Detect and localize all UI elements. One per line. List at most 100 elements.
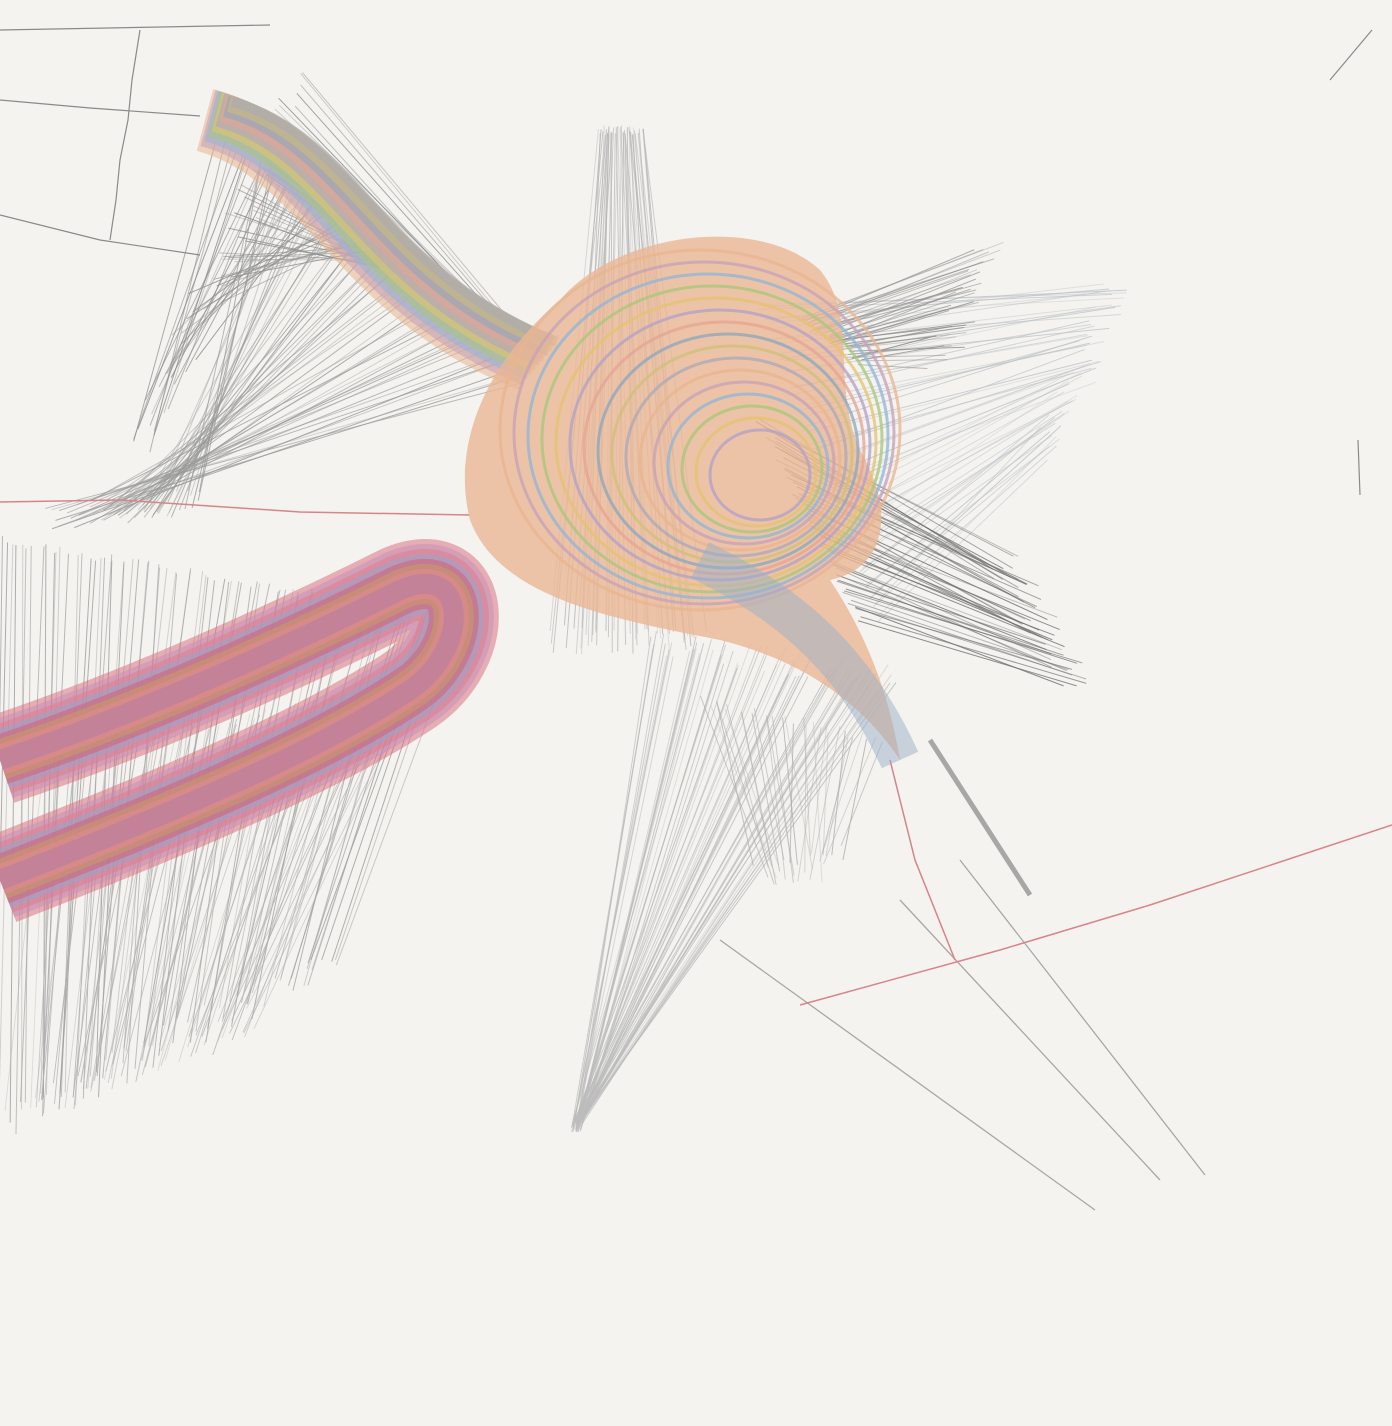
- fan-line: [860, 616, 1087, 684]
- fan-line: [825, 292, 975, 341]
- fan-line: [576, 633, 665, 1133]
- fan-line: [810, 361, 1102, 451]
- fan-line: [804, 341, 1105, 406]
- fan-line: [836, 580, 1064, 656]
- fan-line: [170, 178, 275, 378]
- fan-line: [133, 151, 237, 440]
- fan-line: [158, 186, 296, 490]
- fan-line: [847, 602, 1087, 680]
- fan-line: [836, 373, 1069, 495]
- fan-line: [822, 732, 829, 856]
- fan-line: [837, 308, 947, 344]
- fan-line: [119, 297, 427, 519]
- fan-line: [840, 741, 883, 846]
- fan-line: [815, 274, 971, 329]
- route-line: [799, 824, 1392, 1006]
- fan-line: [579, 663, 725, 1131]
- fan-line: [123, 259, 379, 512]
- fan-line: [190, 185, 292, 496]
- fan-line: [716, 701, 754, 866]
- fan-line: [753, 707, 785, 860]
- fan-line: [156, 238, 347, 513]
- fan-line: [877, 459, 1048, 623]
- fan-line: [117, 303, 429, 516]
- fan-line: [576, 657, 845, 1125]
- fan-line: [804, 725, 807, 873]
- fan-line: [106, 287, 418, 501]
- fan-line: [180, 207, 313, 345]
- fan-line: [78, 349, 487, 516]
- fan-line: [820, 271, 981, 336]
- fan-line: [830, 304, 952, 341]
- blob-tail: [691, 542, 919, 769]
- fan-line: [280, 606, 376, 979]
- fan-line: [857, 422, 1056, 548]
- fan-line: [184, 165, 261, 510]
- fan-line: [571, 631, 657, 1128]
- fan-line: [574, 656, 674, 1131]
- fan-line: [45, 382, 523, 509]
- fan-line: [577, 648, 804, 1124]
- fan-line: [165, 194, 298, 375]
- fan-line: [580, 657, 701, 1133]
- fan-line: [849, 391, 1058, 532]
- fan-line: [700, 695, 769, 878]
- fan-line: [797, 727, 822, 882]
- fan-line: [837, 579, 1052, 655]
- fan-line: [92, 328, 456, 514]
- blob-contour: [512, 260, 896, 606]
- fan-line: [573, 664, 778, 1126]
- map-line: [109, 29, 141, 241]
- fan-line: [100, 321, 450, 521]
- fan-line: [153, 147, 232, 432]
- fan-line: [70, 337, 472, 519]
- blob-contour: [498, 248, 902, 612]
- fan-line: [579, 673, 790, 1122]
- fan-line: [137, 260, 379, 511]
- fan-line: [165, 183, 287, 490]
- route-line: [889, 759, 956, 961]
- blob-contour: [708, 428, 812, 522]
- fan-line: [570, 639, 713, 1128]
- fan-line: [149, 210, 321, 510]
- fan-line: [51, 376, 515, 511]
- blob-contour: [638, 368, 842, 552]
- map-line: [1329, 29, 1373, 81]
- fan-line: [577, 660, 795, 1120]
- fan-line: [861, 414, 1050, 575]
- blob-contour: [526, 272, 890, 600]
- blob-contour: [680, 404, 824, 534]
- fan-line: [575, 670, 766, 1123]
- fan-line: [807, 249, 1001, 324]
- fan-line: [91, 320, 447, 501]
- fan-line: [782, 717, 798, 865]
- fan-line: [578, 674, 892, 1121]
- fan-line: [855, 359, 948, 362]
- fan-line: [819, 732, 864, 862]
- map-line: [0, 214, 201, 256]
- fan-line: [855, 607, 1073, 670]
- fan-line: [741, 712, 777, 885]
- fan-line: [710, 705, 777, 879]
- fan-line: [55, 375, 521, 521]
- map-line: [0, 24, 271, 31]
- fan-line: [836, 574, 1046, 645]
- fan-line: [158, 173, 269, 388]
- fan-line: [846, 354, 946, 358]
- long-line: [719, 939, 1096, 1211]
- fan-line: [144, 169, 260, 401]
- upper-band: [230, 97, 559, 347]
- fan-line: [574, 675, 871, 1119]
- fan-line: [89, 315, 442, 524]
- fan-line: [725, 703, 769, 868]
- fan-line: [829, 550, 1065, 648]
- fan-line: [576, 656, 812, 1123]
- fan-line: [809, 726, 841, 880]
- fan-line: [821, 363, 1091, 466]
- fan-line: [852, 410, 1070, 562]
- fan-line: [878, 436, 1057, 616]
- fan-line: [133, 144, 216, 442]
- fan-line: [163, 157, 248, 413]
- fan-line: [578, 675, 860, 1122]
- fan-line: [809, 359, 1093, 432]
